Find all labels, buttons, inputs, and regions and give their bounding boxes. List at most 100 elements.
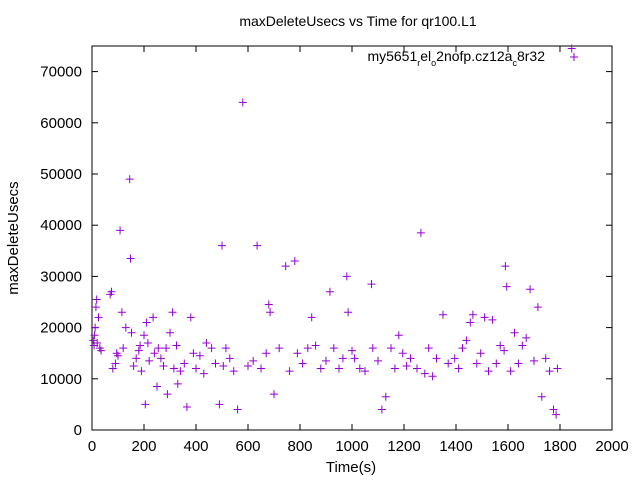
data-point <box>119 344 128 353</box>
data-point <box>182 402 191 411</box>
data-point <box>402 362 411 370</box>
data-point <box>114 351 122 360</box>
data-point <box>270 390 278 399</box>
data-point <box>134 346 143 355</box>
data-point <box>361 367 369 376</box>
data-point <box>186 313 195 322</box>
x-tick-label: 1800 <box>543 438 576 455</box>
x-tick-label: 800 <box>287 438 312 455</box>
data-point <box>420 369 429 378</box>
data-point <box>153 382 161 391</box>
data-point <box>225 354 234 363</box>
data-point <box>496 341 505 350</box>
data-point <box>428 372 437 381</box>
y-tick-label: 20000 <box>40 320 82 337</box>
data-point <box>108 364 117 373</box>
data-point <box>111 359 120 368</box>
data-point <box>172 341 181 350</box>
data-point <box>390 364 399 373</box>
data-point <box>257 364 265 373</box>
data-point <box>143 338 152 347</box>
data-point <box>472 359 481 368</box>
data-point <box>290 257 299 266</box>
data-point <box>316 364 325 373</box>
data-point <box>541 354 550 363</box>
data-point <box>394 331 403 340</box>
data-point <box>211 359 220 368</box>
x-tick-label: 1400 <box>439 438 472 455</box>
data-point <box>215 400 224 409</box>
data-point <box>168 308 177 317</box>
chart-title: maxDeleteUsecs vs Time for qr100.L1 <box>239 13 477 29</box>
data-point <box>219 362 228 370</box>
data-point <box>545 367 554 376</box>
data-point <box>150 349 159 358</box>
data-point <box>537 392 546 401</box>
data-point <box>484 367 493 376</box>
data-point <box>107 287 116 296</box>
x-tick-label: 1200 <box>387 438 420 455</box>
data-point <box>141 400 150 409</box>
data-point <box>398 349 407 358</box>
data-point <box>518 341 527 350</box>
data-point <box>502 282 511 291</box>
x-axis: 0 200 400 600 800 1000 1200 1400 1600 1800 2000 <box>88 46 629 455</box>
data-point <box>466 318 475 327</box>
data-point <box>156 354 165 363</box>
data-point <box>244 362 252 370</box>
data-point <box>94 313 103 322</box>
data-point <box>126 254 135 263</box>
plot-frame <box>91 45 613 431</box>
data-point <box>307 313 316 322</box>
data-point <box>264 300 273 309</box>
data-point <box>91 303 100 312</box>
data-point <box>311 341 320 350</box>
data-point <box>298 359 307 368</box>
data-point <box>322 356 330 365</box>
data-point <box>432 354 441 363</box>
y-tick-label: 50000 <box>40 166 82 183</box>
data-point <box>570 53 578 61</box>
data-point <box>510 328 519 337</box>
data-point <box>136 341 145 350</box>
data-point <box>355 364 364 373</box>
data-point <box>342 272 351 281</box>
data-point <box>549 405 558 414</box>
data-point <box>140 331 148 340</box>
data-point <box>377 405 386 414</box>
data-point <box>159 362 168 370</box>
data-point <box>444 359 453 368</box>
data-point <box>132 354 141 363</box>
legend-label: my5651relo2nofp.cz12ac8r32 <box>367 48 545 68</box>
data-point <box>530 356 538 365</box>
data-point <box>514 359 523 368</box>
x-tick-label: 600 <box>235 438 260 455</box>
data-point <box>125 175 134 184</box>
data-point <box>92 295 101 304</box>
data-point <box>462 336 471 345</box>
data-point <box>238 98 247 107</box>
data-point <box>97 346 106 355</box>
data-point <box>325 287 334 296</box>
data-point <box>553 364 562 373</box>
x-tick-label: 0 <box>88 438 96 455</box>
data-point <box>413 364 421 373</box>
data-point <box>348 346 356 355</box>
data-point <box>121 323 130 332</box>
data-point <box>91 323 100 332</box>
y-tick-label: 30000 <box>40 268 82 285</box>
data-point <box>145 356 154 365</box>
data-point <box>500 346 509 355</box>
data-point <box>93 338 102 347</box>
y-tick-label: 10000 <box>40 371 82 388</box>
data-point <box>154 344 163 353</box>
data-point <box>90 331 99 340</box>
data-point <box>552 410 561 419</box>
data-point <box>350 354 359 363</box>
data-point <box>249 356 258 365</box>
data-point <box>450 354 459 363</box>
data-point <box>221 344 230 353</box>
data-point <box>137 367 146 376</box>
y-axis: 0 10000 20000 30000 40000 50000 60000 70000 <box>40 64 612 439</box>
